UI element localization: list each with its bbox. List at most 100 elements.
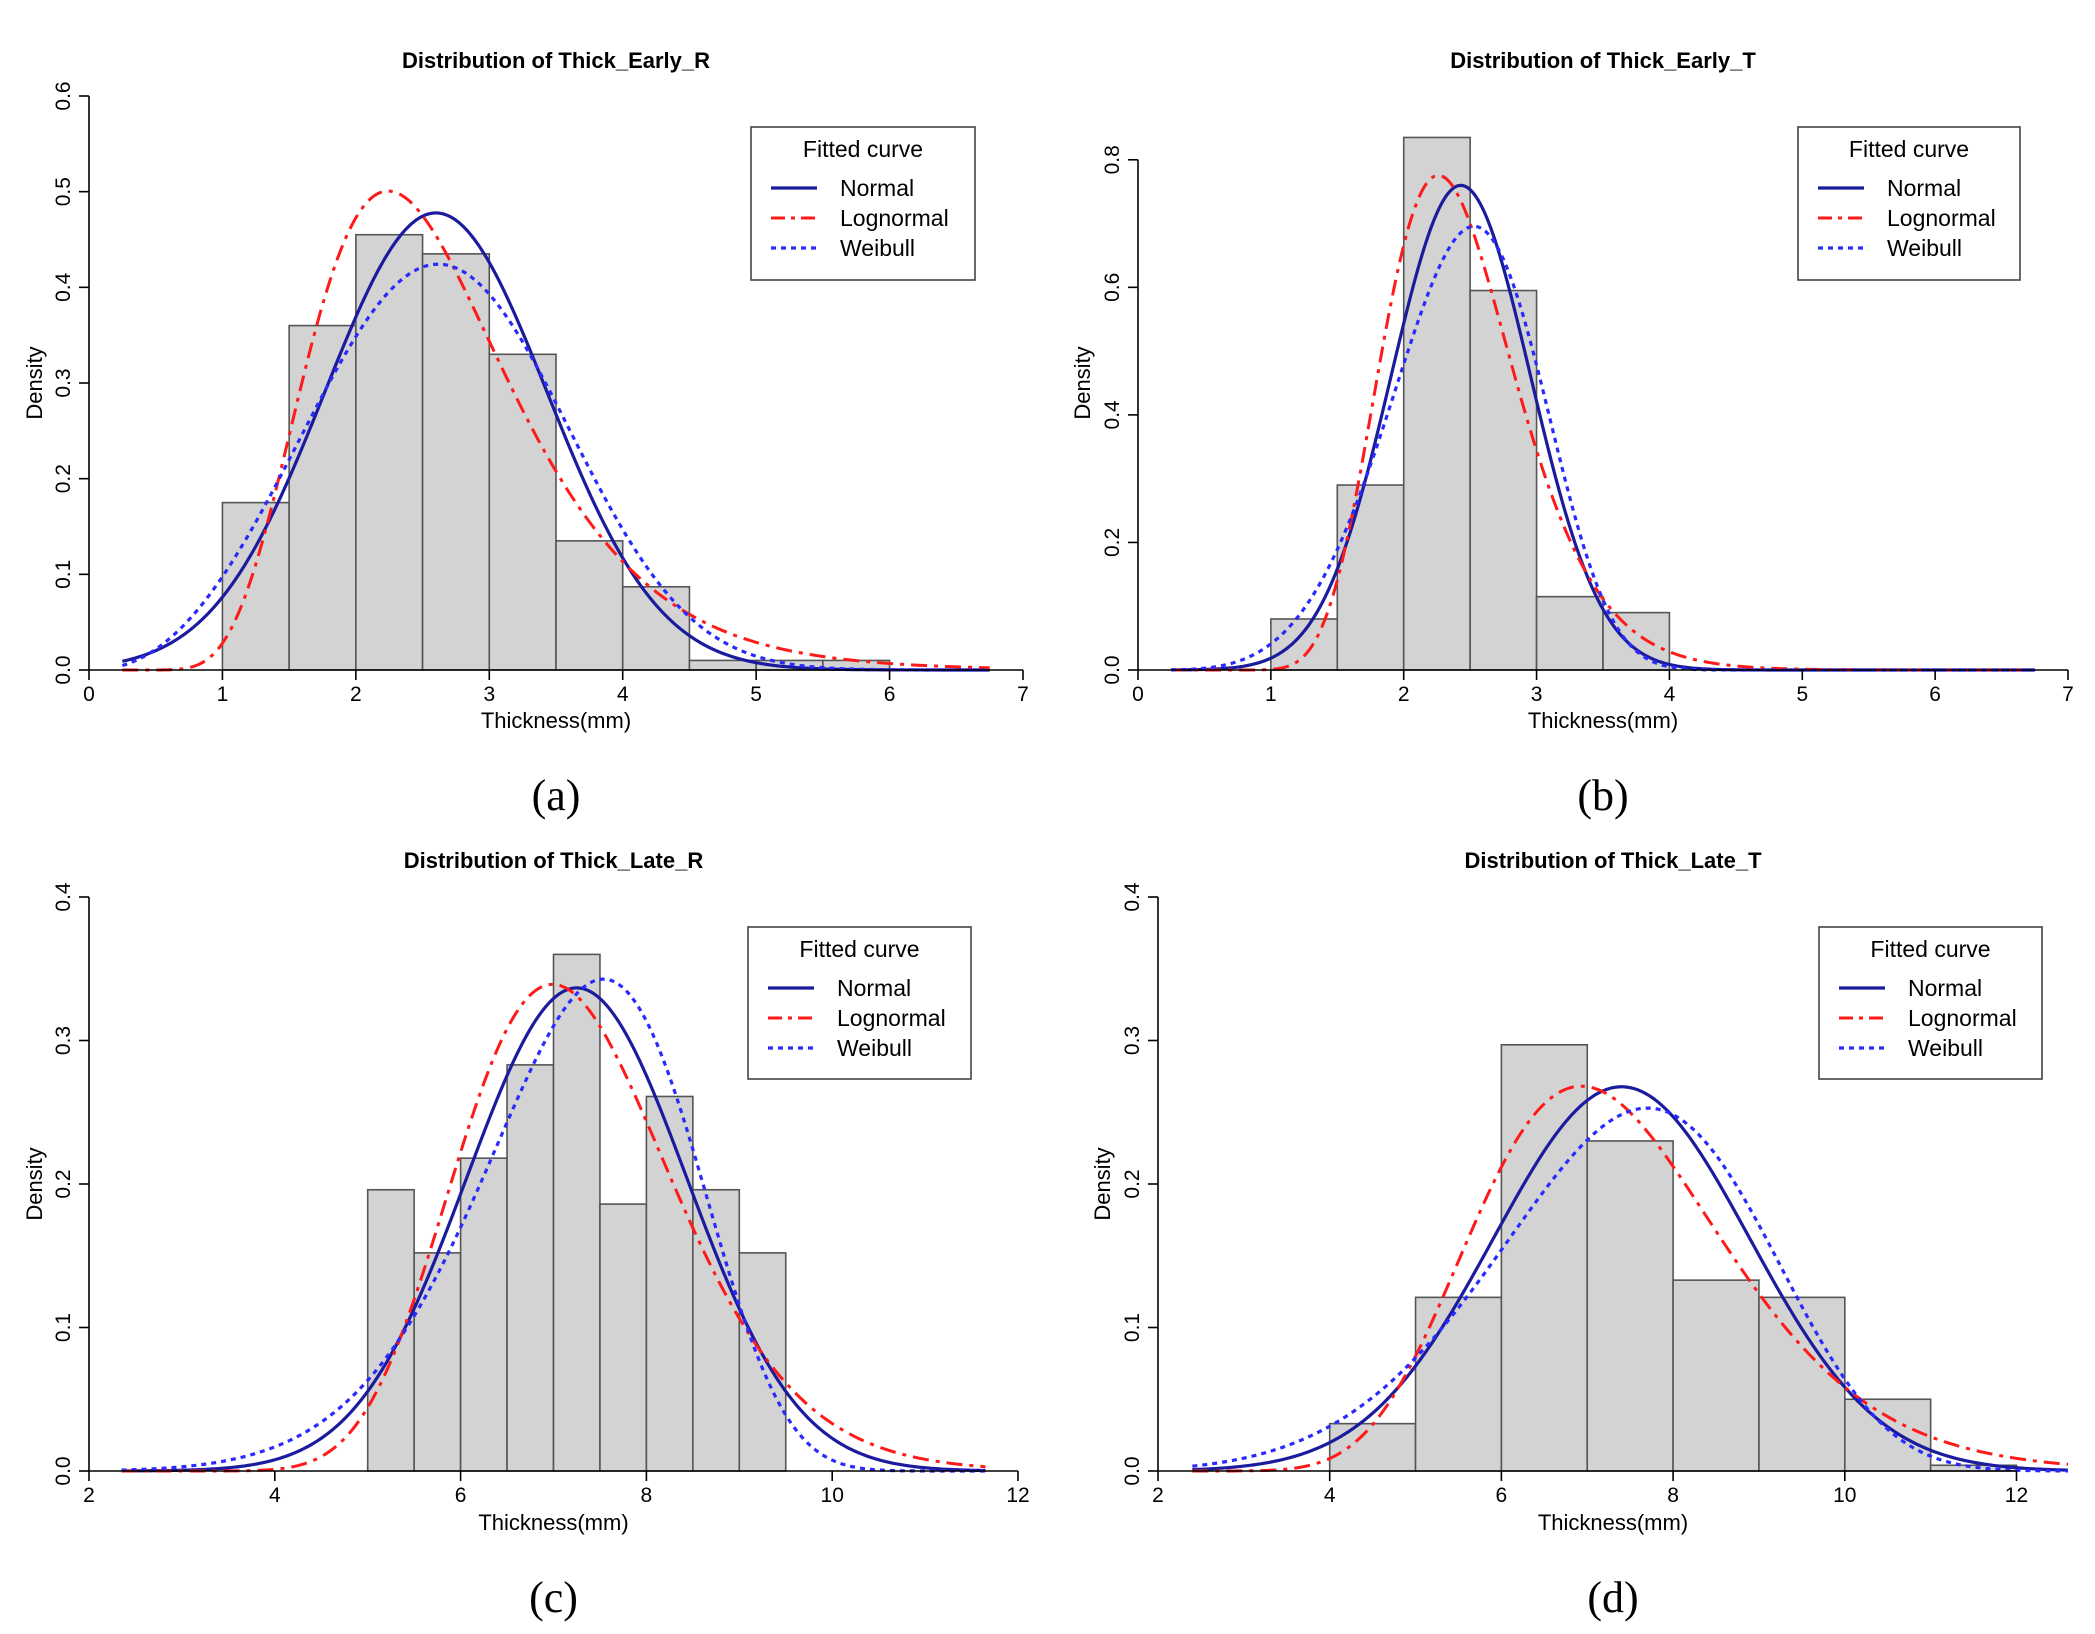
histogram-bar <box>1270 618 1339 671</box>
fitted-curve-lognormal <box>122 189 990 672</box>
x-tick-label: 8 <box>641 1484 653 1507</box>
chart-title: Distribution of Thick_Late_R <box>404 848 704 873</box>
x-tick-label: 7 <box>1017 683 1029 706</box>
x-axis-title: Thickness(mm) <box>1538 1510 1688 1535</box>
histogram-bar <box>488 353 557 671</box>
x-tick-label: 4 <box>1664 683 1676 706</box>
histogram-bar <box>599 1203 648 1472</box>
y-tick-label: 0.3 <box>52 1026 75 1055</box>
y-tick-label: 0.8 <box>1101 145 1124 174</box>
histogram-bar <box>552 953 601 1472</box>
chart-panel-c: 2 4 6 8 10 12 0.0 0.1 0.2 0.3 0.4 Distribution of T… <box>22 848 1030 1622</box>
fitted-curve-weibull <box>121 262 990 672</box>
histogram-bar <box>1672 1279 1760 1472</box>
x-tick-label: 2 <box>1152 1484 1164 1507</box>
x-tick-label: 7 <box>2062 683 2074 706</box>
y-tick-label: 0.0 <box>1101 655 1124 684</box>
x-tick-label: 10 <box>821 1484 844 1507</box>
panel-caption: (b) <box>1577 771 1628 820</box>
histogram-bar <box>413 1252 462 1472</box>
legend-title: Fitted curve <box>1849 136 1969 162</box>
fitted-curve-normal <box>1192 1085 2069 1472</box>
x-tick-label: 3 <box>1531 683 1543 706</box>
x-tick-label: 12 <box>1006 1484 1029 1507</box>
panel-caption: (d) <box>1587 1573 1638 1622</box>
x-tick-label: 6 <box>1496 1484 1508 1507</box>
y-tick-label: 0.0 <box>52 655 75 684</box>
histogram-bar <box>1500 1044 1589 1472</box>
histogram-bar <box>366 1188 415 1472</box>
legend: Fitted curve Normal Lognormal Weibull <box>750 126 976 281</box>
x-tick-label: 2 <box>1398 683 1410 706</box>
legend-box <box>747 926 972 1080</box>
legend-label-lognormal: Lognormal <box>1908 1005 2017 1031</box>
histogram-bar <box>1414 1296 1503 1472</box>
panel-caption: (c) <box>529 1573 578 1622</box>
fitted-curve-lognormal <box>121 982 986 1473</box>
legend-label-lognormal: Lognormal <box>840 205 949 231</box>
y-tick-label: 0.4 <box>52 272 75 302</box>
x-tick-label: 4 <box>269 1484 281 1507</box>
x-tick-label: 2 <box>83 1484 95 1507</box>
y-tick-label: 0.0 <box>1121 1456 1144 1485</box>
legend-label-weibull: Weibull <box>1908 1035 1983 1061</box>
x-tick-label: 3 <box>483 683 495 706</box>
x-tick-label: 5 <box>750 683 762 706</box>
chart-title: Distribution of Thick_Late_T <box>1464 848 1762 873</box>
chart-title: Distribution of Thick_Early_T <box>1450 48 1756 73</box>
histogram-bar <box>1843 1398 1932 1472</box>
x-tick-label: 4 <box>617 683 629 706</box>
legend-label-normal: Normal <box>837 975 911 1001</box>
x-axis-title: Thickness(mm) <box>478 1510 628 1535</box>
legend: Fitted curve Normal Lognormal Weibull <box>1818 926 2043 1080</box>
x-tick-label: 0 <box>83 683 95 706</box>
legend: Fitted curve Normal Lognormal Weibull <box>1797 126 2021 281</box>
histogram-bar <box>1328 1422 1417 1472</box>
legend-box <box>1797 126 2021 281</box>
histogram-bar <box>459 1157 508 1472</box>
histogram-bar <box>738 1252 787 1472</box>
x-tick-label: 6 <box>884 683 896 706</box>
chart-panel-a: 0 1 2 3 4 5 6 7 0.0 0.1 0.2 0.3 0.4 0.5 0.6 Distributio… <box>22 48 1029 820</box>
x-tick-label: 5 <box>1796 683 1808 706</box>
histogram-bar <box>221 501 290 671</box>
legend-label-normal: Normal <box>840 175 914 201</box>
x-tick-label: 6 <box>1929 683 1941 706</box>
y-axis-title: Density <box>1070 346 1095 419</box>
x-tick-label: 2 <box>350 683 362 706</box>
x-tick-label: 0 <box>1132 683 1144 706</box>
fitted-curve-weibull <box>1192 1106 2069 1473</box>
x-tick-label: 6 <box>455 1484 467 1507</box>
x-tick-label: 1 <box>1265 683 1277 706</box>
histogram-bar <box>1336 484 1405 671</box>
histogram-bar <box>1758 1296 1846 1472</box>
y-tick-label: 0.2 <box>52 464 75 493</box>
histogram-bar <box>645 1095 694 1472</box>
legend-label-weibull: Weibull <box>1887 235 1962 261</box>
histogram-bar <box>355 233 424 671</box>
histogram-bar <box>1586 1140 1674 1472</box>
panel-caption: (a) <box>532 771 581 820</box>
y-tick-label: 0.1 <box>52 560 75 589</box>
histogram-bar <box>1402 136 1471 671</box>
y-tick-label: 0.5 <box>52 177 75 206</box>
x-tick-label: 4 <box>1324 1484 1336 1507</box>
y-tick-label: 0.2 <box>1101 528 1124 557</box>
legend-label-normal: Normal <box>1908 975 1982 1001</box>
y-axis-title: Density <box>22 346 47 419</box>
legend-label-weibull: Weibull <box>840 235 915 261</box>
legend-box <box>750 126 976 281</box>
x-tick-label: 12 <box>2005 1484 2028 1507</box>
x-axis-title: Thickness(mm) <box>1528 708 1678 733</box>
y-axis-title: Density <box>1090 1147 1115 1220</box>
y-axis-title: Density <box>22 1147 47 1220</box>
x-tick-label: 8 <box>1667 1484 1679 1507</box>
histogram-bar <box>288 324 357 671</box>
y-tick-label: 0.3 <box>52 368 75 397</box>
legend: Fitted curve Normal Lognormal Weibull <box>747 926 972 1080</box>
x-axis-title: Thickness(mm) <box>481 708 631 733</box>
y-tick-label: 0.2 <box>52 1169 75 1198</box>
histogram-bar <box>506 1064 555 1472</box>
y-tick-label: 0.6 <box>1101 273 1124 302</box>
